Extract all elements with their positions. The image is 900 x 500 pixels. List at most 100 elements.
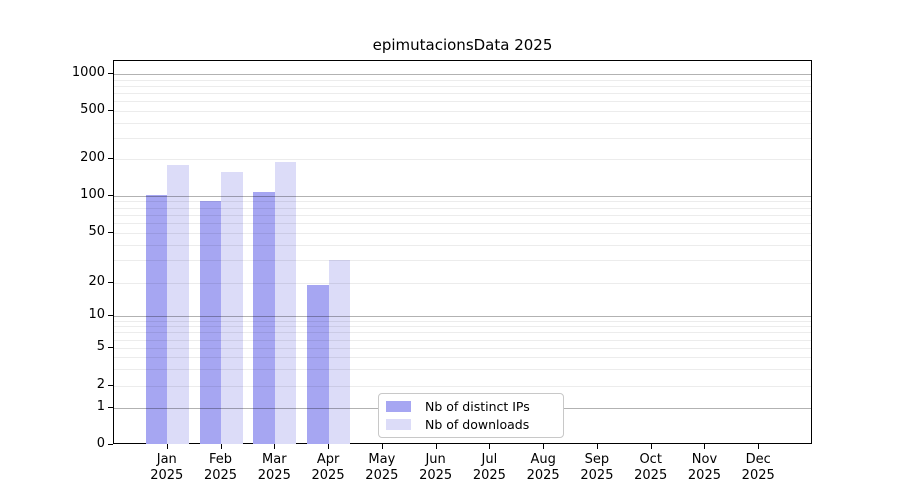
- x-label-month-nov: Nov: [691, 452, 718, 467]
- x-tick-label-nov: Nov 2025: [676, 452, 732, 484]
- y-tick-label-0: 0: [96, 435, 105, 451]
- x-label-month-apr: Apr: [316, 452, 340, 467]
- legend-label-downloads: Nb of downloads: [425, 417, 530, 432]
- x-label-year-apr: 2025: [311, 468, 345, 483]
- gridline-70: [114, 214, 811, 216]
- gridline-30: [114, 260, 811, 262]
- x-label-month-jan: Jan: [156, 452, 177, 467]
- y-tick-200: [108, 158, 113, 160]
- x-label-year-nov: 2025: [687, 468, 721, 483]
- y-tick-1: [108, 407, 113, 408]
- x-label-month-oct: Oct: [639, 452, 662, 467]
- x-tick-label-mar: Mar 2025: [246, 452, 302, 484]
- y-tick-label-5: 5: [96, 339, 105, 354]
- gridline-200: [114, 159, 811, 161]
- x-tick-dec: [758, 444, 760, 449]
- x-label-month-sep: Sep: [584, 452, 610, 467]
- x-tick-label-oct: Oct 2025: [623, 452, 679, 484]
- x-tick-label-feb: Feb 2025: [193, 452, 249, 484]
- gridline-900: [114, 79, 811, 81]
- y-tick-5: [108, 347, 113, 348]
- y-tick-20: [108, 281, 113, 283]
- y-tick-10: [108, 315, 113, 316]
- gridline-10: [114, 316, 811, 317]
- y-tick-label-100: 100: [80, 186, 105, 202]
- legend-label-distinct-ips: Nb of distinct IPs: [425, 399, 530, 414]
- y-tick-0: [108, 443, 113, 445]
- gridline-9: [114, 320, 811, 322]
- x-label-month-jun: Jun: [425, 452, 446, 467]
- gridline-90: [114, 201, 811, 203]
- x-label-month-jul: Jul: [481, 452, 498, 467]
- y-tick-label-2: 2: [96, 377, 105, 392]
- legend: Nb of distinct IPs Nb of downloads: [378, 393, 564, 438]
- x-tick-apr: [328, 444, 330, 449]
- x-tick-jan: [166, 444, 168, 449]
- x-tick-label-jun: Jun 2025: [408, 452, 464, 484]
- x-label-month-feb: Feb: [209, 452, 233, 467]
- x-tick-label-apr: Apr 2025: [300, 452, 356, 484]
- x-label-month-mar: Mar: [262, 452, 287, 467]
- gridline-40: [114, 244, 811, 246]
- gridline-600: [114, 101, 811, 103]
- gridline-700: [114, 93, 811, 95]
- legend-swatch-downloads: [386, 419, 411, 430]
- gridline-5: [114, 348, 811, 349]
- legend-row-downloads: Nb of downloads: [386, 417, 556, 432]
- gridline-6: [114, 339, 811, 341]
- x-tick-label-dec: Dec 2025: [730, 452, 786, 484]
- gridline-4: [114, 357, 811, 359]
- bars-layer: [114, 61, 811, 445]
- x-tick-label-jan: Jan 2025: [139, 452, 195, 484]
- gridline-80: [114, 207, 811, 209]
- y-tick-1000: [108, 73, 113, 74]
- x-label-year-jul: 2025: [472, 468, 506, 483]
- x-label-year-sep: 2025: [580, 468, 614, 483]
- legend-row-distinct-ips: Nb of distinct IPs: [386, 399, 556, 414]
- bar-nb-of-distinct-ips-feb: [199, 201, 222, 445]
- y-tick-label-20: 20: [88, 273, 105, 289]
- bar-nb-of-distinct-ips-jan: [145, 194, 168, 445]
- x-tick-jun: [435, 444, 437, 449]
- chart-title: epimutacionsData 2025: [372, 36, 553, 54]
- x-label-year-mar: 2025: [257, 468, 291, 483]
- y-tick-2: [108, 385, 113, 386]
- bar-nb-of-distinct-ips-apr: [307, 284, 329, 445]
- gridline-7: [114, 332, 811, 334]
- bar-nb-of-distinct-ips-mar: [253, 191, 275, 445]
- gridline-50: [114, 232, 811, 234]
- x-label-year-dec: 2025: [741, 468, 775, 483]
- x-label-month-dec: Dec: [745, 452, 771, 467]
- grid-layer: [114, 61, 811, 443]
- x-tick-feb: [220, 444, 222, 449]
- y-tick-500: [108, 110, 113, 111]
- bar-nb-of-downloads-feb: [221, 171, 243, 445]
- plot-area: [113, 60, 812, 445]
- gridline-3: [114, 369, 811, 371]
- x-label-year-feb: 2025: [203, 468, 238, 483]
- y-tick-label-50: 50: [88, 223, 105, 239]
- x-label-year-aug: 2025: [526, 468, 560, 483]
- y-tick-label-1000: 1000: [71, 65, 105, 80]
- gridline-400: [114, 122, 811, 124]
- bar-nb-of-downloads-apr: [328, 260, 351, 445]
- x-tick-may: [381, 444, 383, 449]
- x-tick-mar: [274, 444, 276, 449]
- y-tick-label-10: 10: [88, 307, 105, 322]
- x-tick-label-jul: Jul 2025: [461, 452, 517, 484]
- y-tick-label-500: 500: [80, 102, 105, 117]
- x-label-month-may: May: [368, 452, 396, 467]
- x-label-year-may: 2025: [365, 468, 399, 483]
- gridline-500: [114, 111, 811, 112]
- bar-nb-of-downloads-mar: [274, 161, 297, 445]
- x-label-year-jun: 2025: [419, 468, 453, 483]
- x-tick-label-aug: Aug 2025: [515, 452, 571, 484]
- x-tick-label-may: May 2025: [354, 452, 410, 484]
- legend-swatch-distinct-ips: [386, 401, 411, 412]
- x-label-year-oct: 2025: [634, 468, 668, 483]
- y-tick-label-200: 200: [80, 150, 105, 166]
- gridline-300: [114, 137, 811, 139]
- gridline-800: [114, 85, 811, 87]
